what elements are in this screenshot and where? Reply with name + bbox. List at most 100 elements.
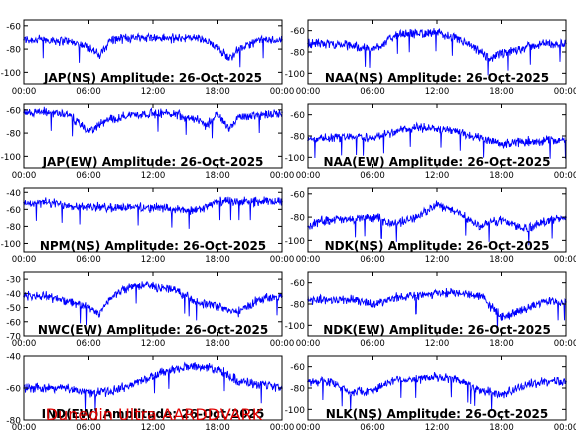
data-point [66, 40, 68, 42]
data-point [259, 39, 262, 41]
x-tick-label: 00:00 [270, 87, 295, 97]
x-tick-label: 00:00 [270, 423, 295, 432]
data-point [44, 201, 47, 204]
data-point [328, 298, 331, 301]
data-point [109, 296, 111, 299]
data-point [216, 113, 219, 116]
data-point [66, 112, 68, 115]
data-point [328, 218, 331, 221]
data-point [195, 36, 197, 39]
series-line [23, 281, 283, 326]
data-point [87, 130, 90, 132]
data-point [500, 53, 503, 55]
x-tick-label: 00:00 [554, 87, 576, 97]
y-tick-label: -70 [6, 333, 21, 343]
x-tick-label: 06:00 [360, 171, 385, 181]
series-line [307, 28, 567, 76]
x-tick-label: 00:00 [554, 171, 576, 181]
data-point [173, 368, 176, 370]
y-tick-label: -80 [6, 130, 21, 140]
series-line [23, 32, 283, 68]
y-tick-label: -60 [290, 111, 305, 121]
panel-2: -100 -80 -60 00:00 06:00 12:00 18:00 00:00 NAA(N… [285, 19, 576, 97]
x-tick-label: 12:00 [425, 171, 450, 181]
data-point [328, 137, 331, 139]
chart-title: NPM(NS) Amplitude: 26-Oct-2025 [40, 239, 266, 253]
data-point [328, 42, 331, 45]
data-point [479, 51, 481, 53]
data-point [98, 313, 101, 316]
chart-title: NWC(EW) Amplitude: 26-Oct-2025 [38, 323, 268, 337]
data-point [371, 303, 374, 305]
panel-1: -100 -80 -60 00:00 06:00 12:00 18:00 00:00 JAP(N… [1, 19, 295, 97]
x-tick-label: 06:00 [360, 87, 385, 97]
data-point [87, 392, 90, 394]
data-point [216, 200, 219, 203]
x-tick-label: 18:00 [205, 87, 230, 97]
x-tick-label: 06:00 [76, 87, 101, 97]
data-point [393, 35, 395, 37]
x-tick-label: 18:00 [205, 339, 230, 349]
data-point [238, 380, 240, 383]
data-point [436, 204, 438, 207]
data-point [500, 218, 503, 221]
x-tick-label: 00:00 [296, 255, 321, 265]
x-tick-label: 18:00 [489, 339, 514, 349]
data-point [543, 380, 546, 383]
data-point [436, 127, 438, 130]
data-point [522, 140, 524, 143]
x-tick-label: 00:00 [554, 423, 576, 432]
data-point [414, 294, 417, 297]
data-point [259, 384, 262, 386]
data-point [227, 57, 230, 60]
data-point [543, 301, 546, 303]
chart-title: JAP(EW) Amplitude: 26-Oct-2025 [42, 155, 264, 169]
data-point [436, 292, 438, 295]
data-point [109, 118, 111, 120]
x-tick-label: 12:00 [425, 423, 450, 432]
y-tick-label: -80 [290, 214, 305, 224]
data-point [436, 32, 438, 34]
x-tick-label: 00:00 [270, 255, 295, 265]
data-point [393, 296, 395, 299]
chart-title: NDK(NS) Amplitude: 26-Oct-2025 [325, 239, 550, 253]
chart-title: NAA(NS) Amplitude: 26-Oct-2025 [325, 71, 549, 85]
x-tick-label: 00:00 [270, 171, 295, 181]
x-tick-label: 00:00 [296, 339, 321, 349]
data-point [87, 46, 90, 48]
data-point [457, 211, 460, 214]
y-tick-label: -80 [6, 223, 21, 233]
x-tick-label: 00:00 [296, 171, 321, 181]
y-tick-label: -100 [285, 406, 306, 416]
panel-3: -100 -80 -60 00:00 06:00 12:00 18:00 00:00 JAP(E… [1, 103, 295, 181]
x-tick-label: 00:00 [270, 339, 295, 349]
data-point [350, 44, 352, 47]
x-tick-label: 06:00 [76, 423, 101, 432]
x-tick-label: 06:00 [76, 339, 101, 349]
series-line [23, 106, 283, 139]
data-point [173, 208, 176, 211]
x-tick-label: 00:00 [296, 423, 321, 432]
data-point [414, 32, 417, 34]
y-tick-label: -40 [6, 290, 21, 300]
x-tick-label: 00:00 [12, 255, 37, 265]
x-tick-label: 12:00 [141, 171, 166, 181]
data-point [318, 220, 320, 223]
x-tick-label: 18:00 [489, 423, 514, 432]
data-point [393, 130, 395, 133]
data-point [109, 206, 111, 209]
data-point [414, 216, 417, 218]
data-point [479, 389, 481, 391]
data-point [500, 393, 503, 396]
data-point [195, 118, 197, 120]
data-point [393, 223, 395, 225]
data-point [152, 285, 154, 288]
series-line [23, 196, 283, 229]
y-tick-label: -80 [6, 417, 21, 427]
chart-title: NLK(NS) Amplitude: 26-Oct-2025 [326, 407, 549, 421]
data-point [522, 227, 524, 230]
data-point [457, 292, 460, 295]
data-point [152, 36, 154, 39]
data-point [44, 295, 47, 298]
